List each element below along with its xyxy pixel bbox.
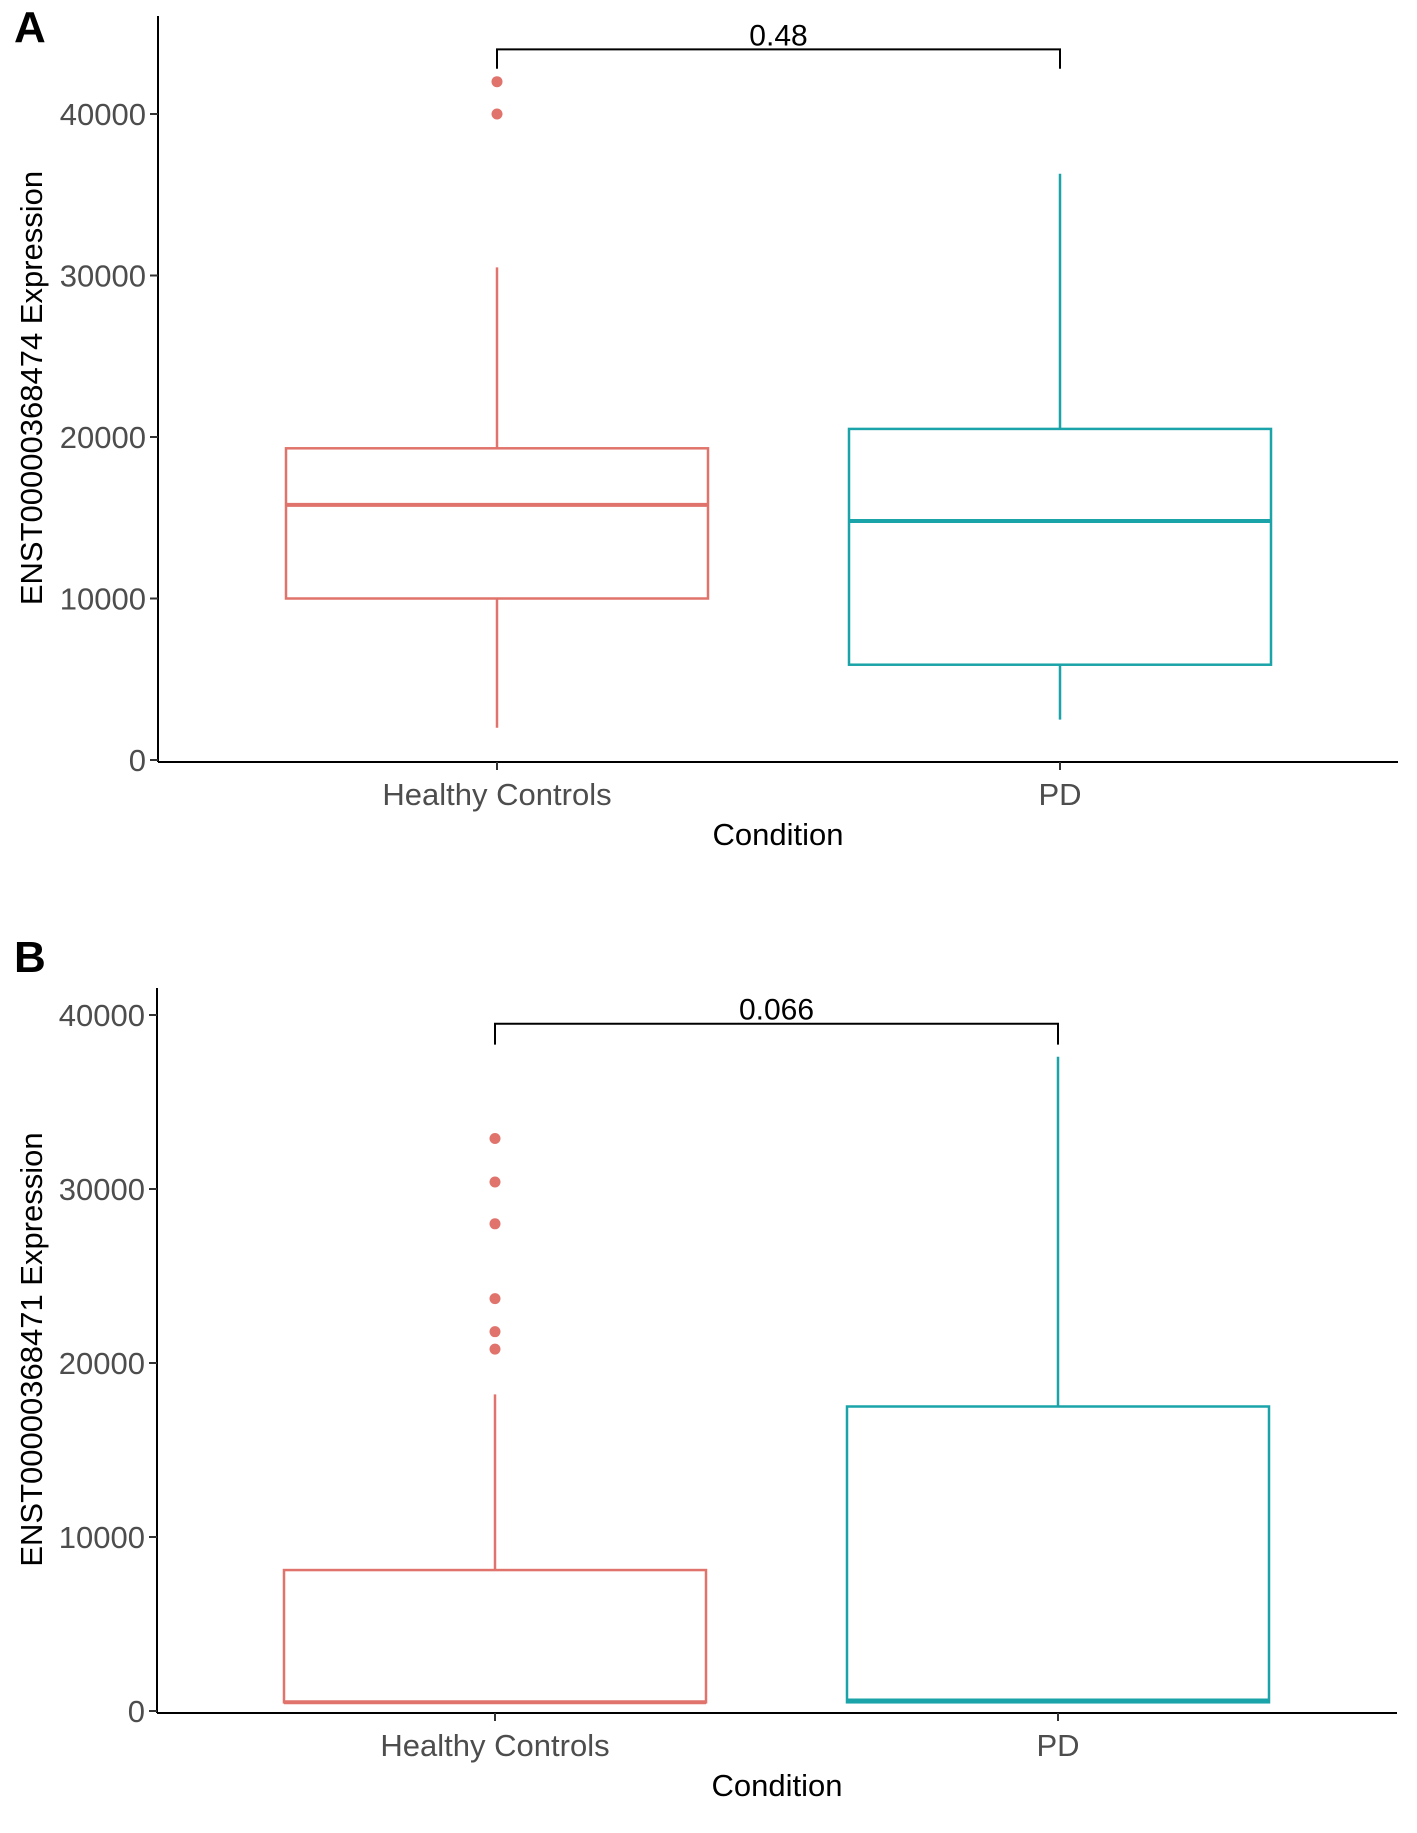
y-tick-label: 10000 (59, 1520, 145, 1555)
box-healthy-controls (282, 1133, 708, 1705)
box-pd (845, 1056, 1271, 1704)
comparison-bracket (496, 48, 1061, 69)
p-value-label: 0.48 (749, 19, 807, 52)
x-tick-label: PD (1038, 777, 1081, 812)
y-tick-label: 20000 (60, 420, 146, 455)
box-iqr (847, 427, 1273, 666)
box-iqr (282, 1568, 708, 1704)
box-healthy-controls (284, 76, 710, 728)
x-tick-label: Healthy Controls (382, 777, 611, 812)
outlier-point (489, 1176, 501, 1188)
y-tick-label: 0 (128, 1694, 145, 1729)
boxplot-b: B 0 10000 20000 30000 40000 Healthy Controls PD… (14, 933, 1397, 1803)
x-tick-label: PD (1036, 1728, 1079, 1763)
x-axis-title: Condition (712, 1768, 843, 1803)
outlier-point (491, 108, 503, 120)
box-iqr (284, 447, 710, 600)
y-tick-label: 30000 (60, 259, 146, 294)
panel-b: B 0 10000 20000 30000 40000 Healthy Controls PD… (0, 916, 1417, 1833)
panel-letter: B (14, 933, 46, 982)
outlier-point (489, 1343, 501, 1355)
y-tick-label: 30000 (59, 1172, 145, 1207)
y-axis-title: ENST00000368474 Expression (14, 171, 49, 605)
y-axis-title: ENST00000368471 Expression (14, 1132, 49, 1566)
y-tick-label: 10000 (60, 582, 146, 617)
y-tick-label: 20000 (59, 1346, 145, 1381)
outlier-point (489, 1326, 501, 1338)
y-tick-label: 40000 (60, 97, 146, 132)
p-value-label: 0.066 (739, 994, 814, 1027)
y-tick-label: 0 (129, 743, 146, 778)
x-tick-label: Healthy Controls (380, 1728, 609, 1763)
panel-a: A 0 10000 20000 30000 40000 Healthy Controls PD… (0, 0, 1417, 916)
box-pd (847, 173, 1273, 720)
outlier-point (489, 1293, 501, 1305)
x-axis-title: Condition (713, 817, 844, 852)
panel-letter: A (14, 3, 46, 52)
outlier-point (491, 76, 503, 88)
outlier-point (489, 1218, 501, 1230)
y-tick-label: 40000 (59, 998, 145, 1033)
outlier-point (489, 1133, 501, 1145)
box-iqr (845, 1405, 1271, 1704)
comparison-bracket (494, 1022, 1059, 1045)
boxplot-a: A 0 10000 20000 30000 40000 Healthy Controls PD… (14, 3, 1398, 852)
